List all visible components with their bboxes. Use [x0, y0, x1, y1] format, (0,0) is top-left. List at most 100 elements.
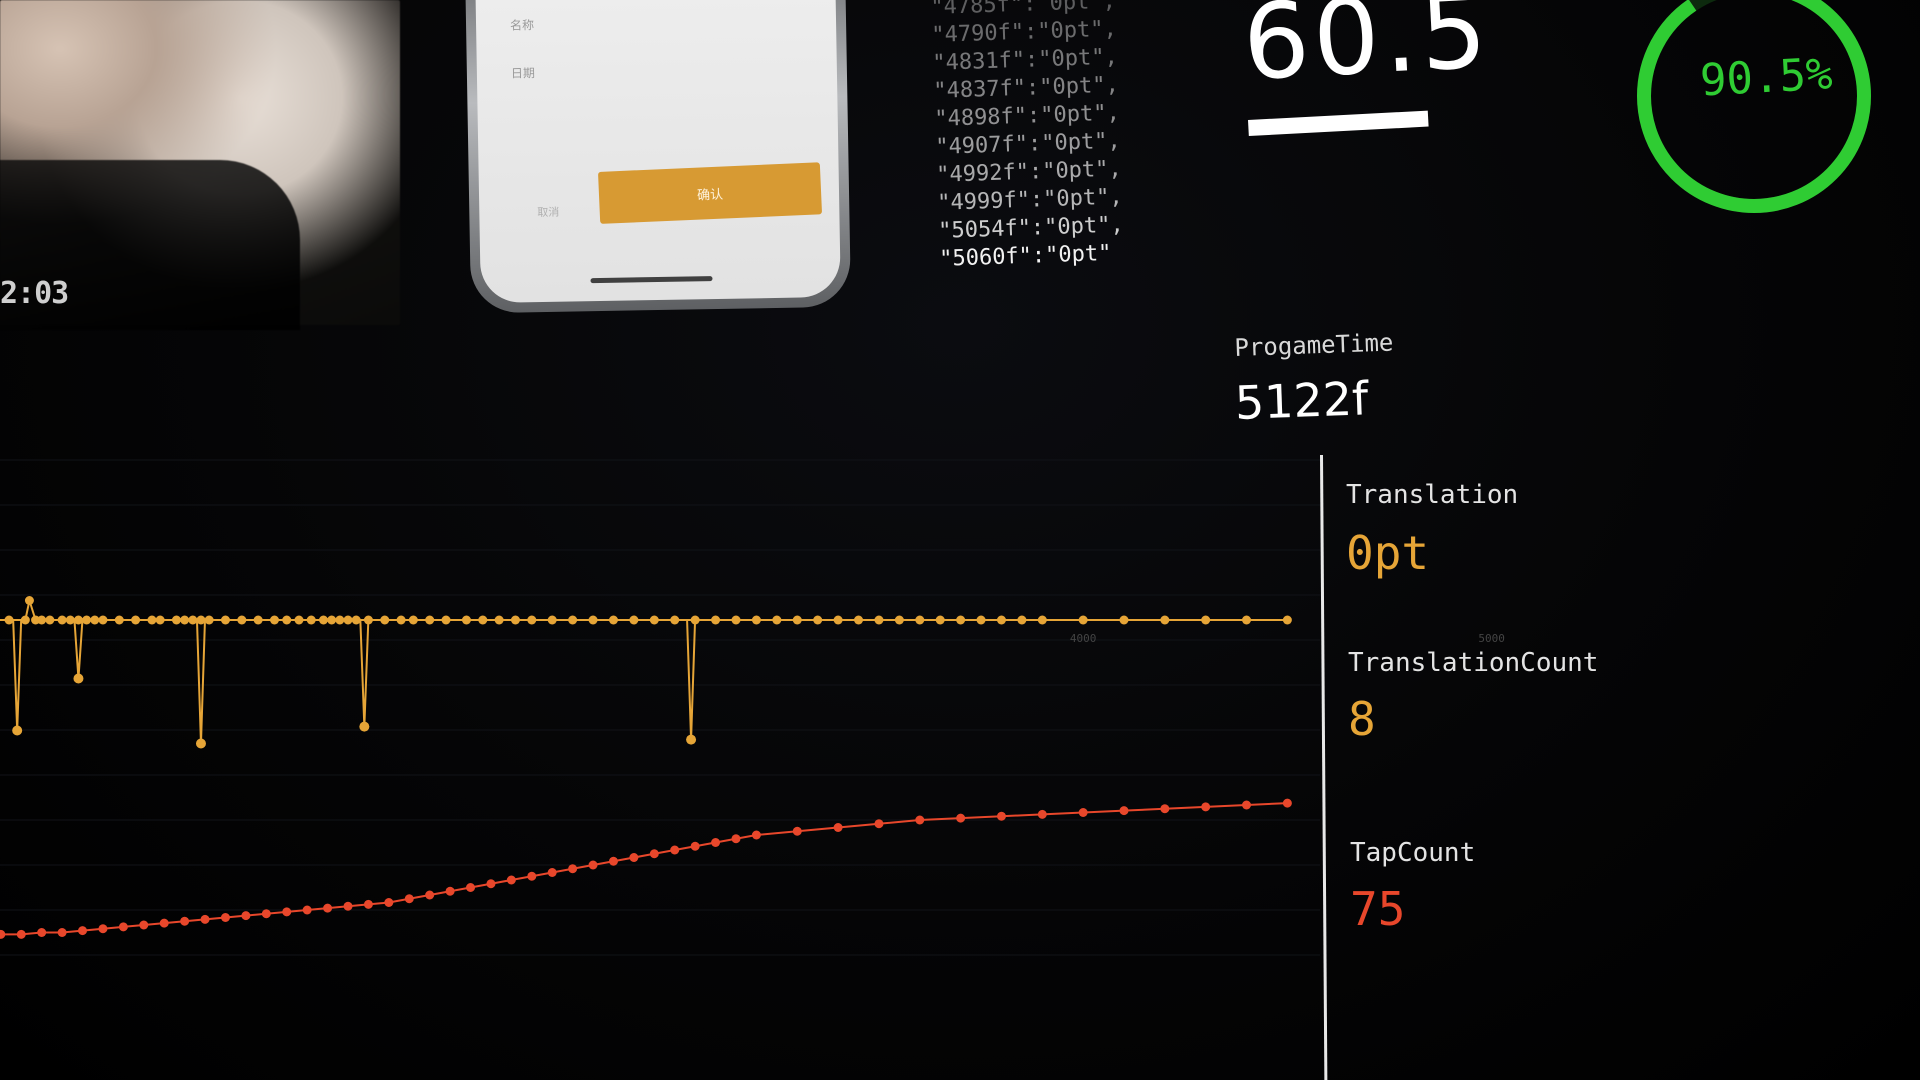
translation-point — [751, 615, 761, 625]
translation-point — [874, 615, 884, 625]
translation-dip-point — [12, 725, 23, 736]
translation-point — [24, 596, 34, 605]
translation-point — [269, 615, 279, 625]
translation-point — [396, 615, 406, 625]
fps-bar — [1248, 110, 1429, 136]
translation-point — [57, 615, 67, 625]
tap-point — [282, 907, 292, 917]
translation-point — [478, 615, 488, 625]
translation-dip-point — [73, 673, 84, 684]
tap-point — [527, 871, 537, 881]
translation-point — [98, 615, 108, 625]
translation-point — [441, 615, 451, 625]
translation-point — [731, 615, 741, 625]
translation-point — [343, 615, 353, 625]
translation-point — [131, 615, 141, 625]
translation-point — [180, 615, 190, 625]
translation-point — [220, 615, 230, 625]
translation-point — [294, 615, 304, 625]
translation-point — [237, 615, 247, 625]
translation-point — [629, 615, 639, 625]
translation-point — [1160, 615, 1170, 625]
translation-point — [318, 615, 328, 625]
phone-confirm-button[interactable]: 确认 — [597, 162, 823, 224]
tap-point — [404, 894, 414, 904]
translation-point — [915, 615, 925, 625]
tap-point — [0, 929, 6, 939]
tap-point — [241, 911, 251, 921]
translation-point — [670, 615, 680, 625]
tap-count-value: 75 — [1350, 882, 1406, 936]
translation-point — [588, 615, 598, 625]
tap-series-line — [0, 802, 1288, 936]
translation-point — [20, 615, 30, 625]
phone-cancel-button[interactable]: 取消 — [537, 205, 560, 220]
translation-dip-line — [12, 619, 23, 731]
log-line: "5060f":"0pt" — [938, 240, 1112, 272]
translation-dip-line — [195, 619, 206, 744]
program-time-label: ProgameTime — [1234, 328, 1394, 362]
translation-point — [351, 615, 361, 625]
translation-point — [147, 615, 157, 625]
tap-point — [302, 905, 312, 915]
translation-point — [253, 615, 263, 625]
translation-point — [82, 615, 92, 625]
tap-point — [731, 834, 741, 844]
video-preview[interactable] — [0, 0, 400, 330]
tap-point — [996, 811, 1006, 821]
tap-point — [384, 898, 394, 907]
tap-point — [37, 928, 47, 937]
video-timestamp: 2:03 — [0, 276, 69, 311]
tap-point — [1201, 802, 1211, 812]
tap-point — [1160, 804, 1170, 814]
tap-point — [98, 924, 108, 934]
translation-point — [510, 615, 520, 625]
translation-point — [188, 615, 198, 625]
x-tick-label: 5000 — [1478, 632, 1505, 645]
translation-point — [956, 615, 966, 625]
translation-value: 0pt — [1346, 526, 1430, 580]
translation-point — [155, 615, 165, 625]
translation-point — [649, 615, 659, 625]
tap-point — [16, 929, 26, 939]
translation-point — [547, 615, 557, 625]
translation-point — [833, 615, 843, 625]
translation-point — [204, 615, 214, 625]
translation-point — [363, 615, 373, 625]
tap-point — [629, 853, 639, 862]
tap-point — [833, 823, 843, 832]
translation-point — [114, 615, 124, 625]
tap-point — [486, 879, 496, 889]
tap-point — [1119, 806, 1129, 816]
translation-dip-point — [359, 721, 370, 732]
progress-ring-arc — [1637, 0, 1871, 213]
translation-point — [327, 615, 337, 625]
tap-point — [57, 928, 67, 937]
phone-row-date: 日期 — [510, 66, 536, 81]
translation-point — [494, 615, 504, 625]
translation-point — [171, 615, 181, 625]
translation-point — [37, 615, 47, 625]
tap-point — [261, 909, 271, 919]
translation-dip-point — [195, 738, 206, 749]
translation-point — [461, 615, 471, 625]
phone-screen: 名称 日期 取消 确认 — [475, 0, 841, 304]
tap-point — [1037, 809, 1047, 819]
phone-row-name: 名称 — [509, 18, 535, 33]
tap-point — [1242, 800, 1252, 810]
tap-point — [425, 890, 435, 900]
translation-dip-line — [359, 619, 370, 727]
translation-point — [4, 615, 14, 625]
tap-point — [1282, 798, 1292, 808]
translation-point — [1037, 615, 1047, 625]
tap-count-label: TapCount — [1350, 838, 1476, 868]
translation-count-label: TranslationCount — [1348, 648, 1599, 678]
tap-point — [466, 883, 476, 892]
tap-point — [547, 868, 557, 877]
tap-point — [568, 864, 578, 874]
translation-point — [813, 615, 823, 625]
translation-dip-point — [686, 734, 697, 745]
translation-point — [608, 615, 618, 625]
x-tick-label: 4000 — [1070, 632, 1097, 645]
tap-point — [588, 860, 598, 870]
